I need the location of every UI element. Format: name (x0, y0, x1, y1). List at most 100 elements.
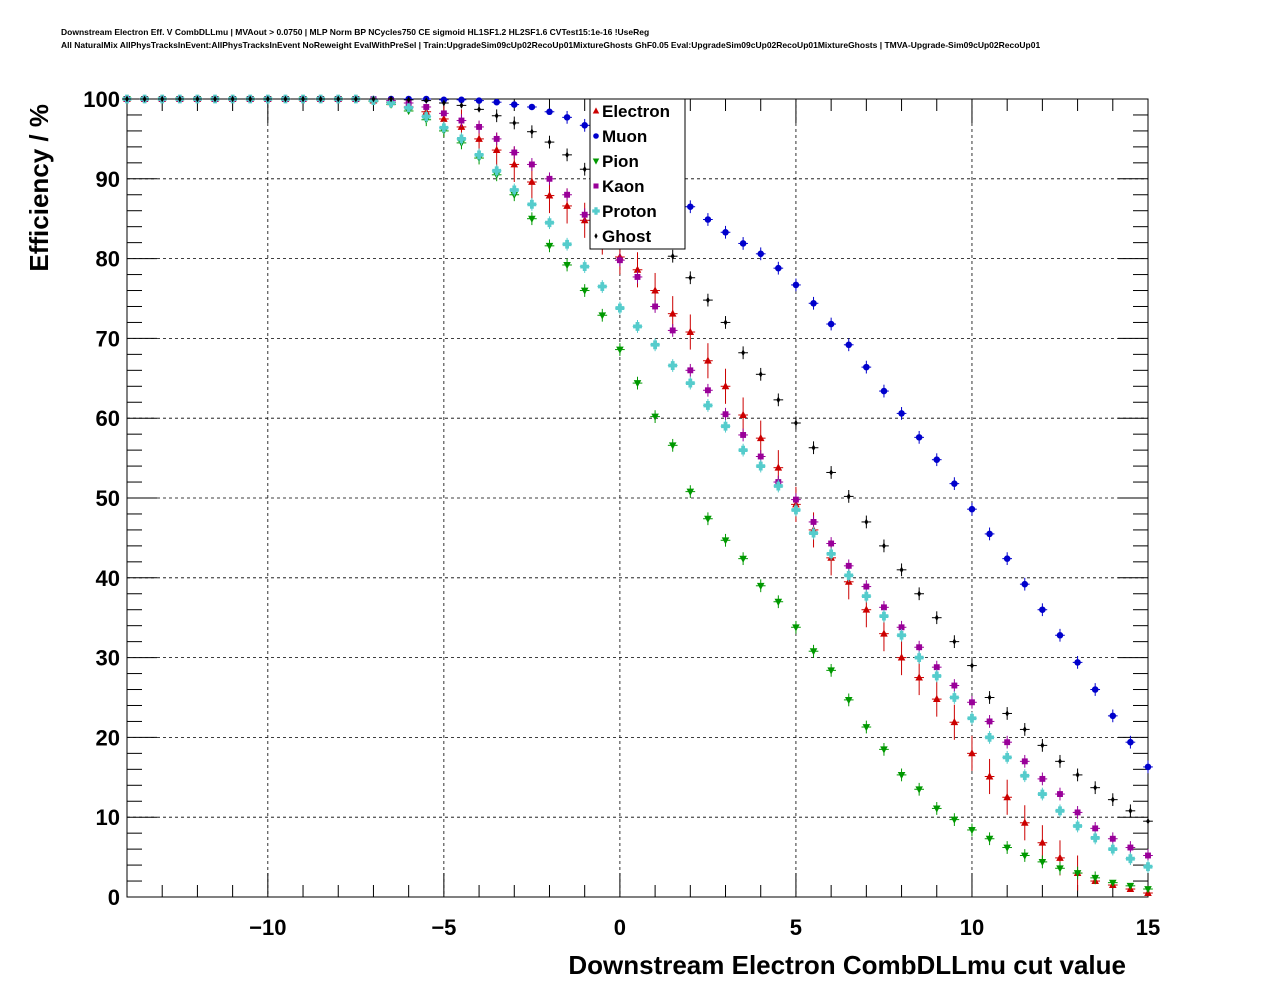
data-point-proton (580, 262, 590, 271)
data-point-proton (1073, 821, 1082, 831)
data-point-electron (880, 629, 888, 637)
data-point-electron (1056, 853, 1064, 861)
data-point-muon (1109, 712, 1117, 720)
data-point-ghost (353, 95, 358, 103)
data-point-proton (492, 166, 502, 176)
legend-box (589, 98, 686, 250)
data-point-pion (950, 816, 959, 824)
data-point-ghost (1022, 726, 1027, 733)
data-point-proton (791, 505, 801, 515)
data-point-kaon (916, 644, 923, 651)
data-point-muon (528, 103, 536, 111)
legend-marker-muon (593, 133, 599, 139)
data-point-proton (386, 98, 396, 108)
legend-label-pion: Pion (602, 152, 639, 171)
data-point-ghost (723, 319, 728, 326)
data-point-pion (897, 771, 906, 780)
data-point-kaon (881, 604, 887, 611)
data-point-electron (897, 653, 906, 661)
data-point-ghost (882, 542, 886, 550)
y-tick-label: 10 (96, 805, 120, 830)
data-point-proton (985, 732, 994, 742)
legend: Electron Muon Pion Kaon Proton Ghost (589, 98, 686, 250)
data-point-muon (458, 96, 465, 104)
data-point-electron (915, 673, 923, 681)
data-point-ghost (477, 106, 481, 113)
data-point-electron (1003, 793, 1011, 801)
data-point-electron (774, 463, 783, 471)
data-point-pion (651, 413, 659, 421)
data-point-kaon (898, 624, 905, 631)
data-point-proton (1108, 844, 1118, 854)
legend-marker-kaon (593, 183, 599, 189)
data-point-proton (685, 378, 695, 388)
data-point-proton (1125, 854, 1135, 864)
data-point-proton (545, 218, 554, 228)
data-point-kaon (687, 367, 694, 374)
data-point-ghost (283, 95, 288, 103)
axis-tick-labels: −10 −5 0 5 10 15 0 10 20 30 40 50 60 70 80 90 100 (83, 87, 1160, 940)
data-point-muon (880, 387, 888, 395)
data-point-kaon (969, 699, 975, 706)
data-point-ghost (336, 95, 341, 103)
data-point-proton (439, 123, 449, 133)
data-point-muon (493, 98, 500, 106)
data-point-kaon (863, 583, 870, 590)
data-point-proton (932, 671, 942, 681)
data-point-muon (898, 410, 905, 417)
data-point-kaon (1021, 758, 1028, 765)
data-point-muon (986, 530, 993, 538)
data-point-pion (809, 648, 818, 656)
y-tick-label: 40 (96, 566, 120, 591)
data-point-ghost (389, 95, 393, 103)
data-point-muon (951, 480, 958, 487)
data-point-pion (739, 555, 747, 563)
data-point-kaon (951, 682, 958, 689)
data-point-pion (668, 442, 677, 450)
data-point-kaon (423, 104, 430, 110)
data-point-electron (721, 382, 730, 390)
data-point-kaon (1057, 791, 1063, 797)
data-point-ghost (1146, 817, 1150, 825)
data-point-ghost (829, 469, 834, 476)
data-point-ghost (934, 614, 939, 622)
data-point-ghost (441, 99, 446, 107)
data-point-kaon (757, 453, 764, 460)
data-point-proton (597, 282, 607, 291)
data-point-kaon (1109, 835, 1116, 842)
data-point-muon (810, 300, 817, 307)
y-tick-label: 70 (96, 326, 120, 351)
data-point-pion (932, 805, 941, 813)
data-point-kaon (616, 257, 623, 264)
data-point-muon (1074, 659, 1081, 666)
data-point-kaon (476, 123, 483, 130)
data-point-kaon (546, 175, 553, 182)
data-point-electron (739, 410, 747, 418)
data-point-proton (527, 199, 537, 209)
x-tick-label: 15 (1136, 915, 1160, 940)
data-point-pion (1056, 865, 1064, 873)
data-point-muon (757, 250, 765, 258)
legend-label-electron: Electron (602, 102, 670, 121)
data-point-ghost (406, 96, 411, 104)
data-point-pion (528, 215, 536, 223)
x-tick-label: −5 (431, 915, 456, 940)
data-point-kaon (564, 191, 571, 198)
data-point-pion (598, 312, 607, 320)
data-point-muon (704, 216, 712, 223)
data-point-proton (615, 303, 625, 313)
data-point-kaon (722, 411, 729, 418)
legend-marker-electron (592, 107, 600, 114)
y-tick-label: 0 (108, 885, 120, 910)
data-point-muon (1003, 555, 1011, 562)
data-point-pion (1038, 858, 1047, 867)
data-point-pion (756, 582, 765, 590)
data-point-ghost (776, 396, 781, 404)
data-point-proton (703, 401, 713, 410)
data-point-ghost (1040, 742, 1045, 749)
data-point-kaon (1074, 809, 1081, 816)
data-point-proton (949, 693, 959, 702)
data-point-proton (1002, 752, 1012, 762)
data-point-ghost (670, 252, 675, 260)
data-point-electron (756, 433, 765, 442)
